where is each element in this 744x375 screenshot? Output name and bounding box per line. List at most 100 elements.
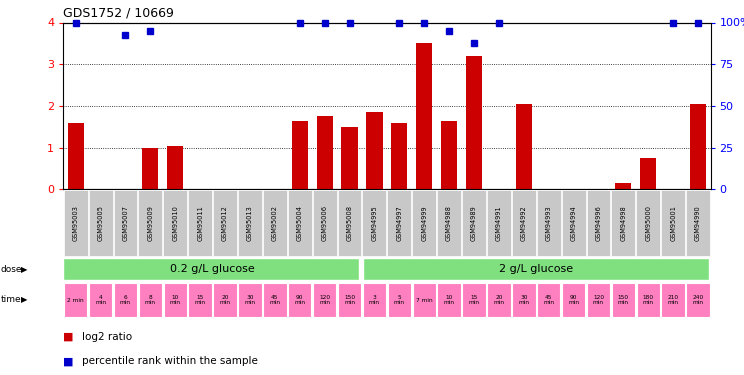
FancyBboxPatch shape bbox=[586, 190, 610, 256]
Text: GSM94988: GSM94988 bbox=[446, 205, 452, 241]
Text: GSM95010: GSM95010 bbox=[173, 205, 179, 241]
Text: 30
min: 30 min bbox=[245, 295, 255, 305]
Text: GSM95008: GSM95008 bbox=[347, 205, 353, 241]
Text: 2 min: 2 min bbox=[68, 297, 84, 303]
Text: 20
min: 20 min bbox=[219, 295, 231, 305]
Text: 4
min: 4 min bbox=[95, 295, 106, 305]
Bar bbox=[441, 120, 458, 189]
Text: GSM95001: GSM95001 bbox=[670, 205, 676, 241]
Text: GSM95004: GSM95004 bbox=[297, 205, 303, 241]
FancyBboxPatch shape bbox=[213, 190, 237, 256]
Text: 15
min: 15 min bbox=[195, 295, 205, 305]
Bar bbox=[292, 120, 308, 189]
Bar bbox=[366, 112, 382, 189]
FancyBboxPatch shape bbox=[362, 190, 386, 256]
Text: percentile rank within the sample: percentile rank within the sample bbox=[82, 357, 257, 366]
FancyBboxPatch shape bbox=[338, 283, 362, 317]
FancyBboxPatch shape bbox=[686, 190, 710, 256]
Text: 10
min: 10 min bbox=[443, 295, 455, 305]
FancyBboxPatch shape bbox=[263, 283, 286, 317]
Text: 150
min: 150 min bbox=[344, 295, 355, 305]
FancyBboxPatch shape bbox=[462, 190, 486, 256]
Text: ▶: ▶ bbox=[21, 296, 28, 304]
Text: dose: dose bbox=[1, 265, 22, 274]
FancyBboxPatch shape bbox=[138, 190, 162, 256]
FancyBboxPatch shape bbox=[64, 190, 88, 256]
Text: GSM94998: GSM94998 bbox=[620, 205, 626, 241]
Text: 150
min: 150 min bbox=[618, 295, 629, 305]
FancyBboxPatch shape bbox=[437, 190, 461, 256]
Text: 180
min: 180 min bbox=[643, 295, 654, 305]
Text: 5
min: 5 min bbox=[394, 295, 405, 305]
Text: ▶: ▶ bbox=[21, 265, 28, 274]
Text: 7 min: 7 min bbox=[416, 297, 432, 303]
FancyBboxPatch shape bbox=[363, 258, 709, 280]
Text: GSM95011: GSM95011 bbox=[197, 205, 203, 241]
FancyBboxPatch shape bbox=[64, 283, 87, 317]
FancyBboxPatch shape bbox=[114, 190, 138, 256]
Text: 90
min: 90 min bbox=[294, 295, 305, 305]
Text: GSM95002: GSM95002 bbox=[272, 205, 278, 241]
FancyBboxPatch shape bbox=[138, 283, 162, 317]
FancyBboxPatch shape bbox=[437, 283, 461, 317]
Text: 45
min: 45 min bbox=[543, 295, 554, 305]
Text: GSM94999: GSM94999 bbox=[421, 206, 427, 241]
Text: 10
min: 10 min bbox=[170, 295, 181, 305]
FancyBboxPatch shape bbox=[114, 283, 137, 317]
FancyBboxPatch shape bbox=[536, 190, 561, 256]
Text: GSM94992: GSM94992 bbox=[521, 205, 527, 241]
FancyBboxPatch shape bbox=[164, 283, 187, 317]
Text: ■: ■ bbox=[63, 357, 74, 366]
Bar bbox=[615, 183, 632, 189]
FancyBboxPatch shape bbox=[512, 283, 536, 317]
Bar bbox=[391, 123, 408, 189]
FancyBboxPatch shape bbox=[587, 283, 610, 317]
FancyBboxPatch shape bbox=[562, 283, 586, 317]
Text: GSM94997: GSM94997 bbox=[397, 205, 403, 241]
Text: 45
min: 45 min bbox=[269, 295, 280, 305]
Text: GDS1752 / 10669: GDS1752 / 10669 bbox=[63, 7, 174, 20]
FancyBboxPatch shape bbox=[214, 283, 237, 317]
Text: GSM95005: GSM95005 bbox=[97, 205, 103, 241]
FancyBboxPatch shape bbox=[288, 190, 312, 256]
FancyBboxPatch shape bbox=[312, 190, 336, 256]
Text: GSM95006: GSM95006 bbox=[321, 205, 327, 241]
Bar bbox=[516, 104, 532, 189]
Text: GSM94991: GSM94991 bbox=[496, 206, 502, 241]
Bar bbox=[68, 123, 84, 189]
FancyBboxPatch shape bbox=[412, 283, 436, 317]
Text: GSM94990: GSM94990 bbox=[695, 205, 701, 241]
FancyBboxPatch shape bbox=[89, 283, 112, 317]
Text: log2 ratio: log2 ratio bbox=[82, 332, 132, 342]
FancyBboxPatch shape bbox=[537, 283, 560, 317]
FancyBboxPatch shape bbox=[412, 190, 436, 256]
Bar bbox=[640, 158, 656, 189]
Text: 240
min: 240 min bbox=[693, 295, 704, 305]
FancyBboxPatch shape bbox=[661, 283, 685, 317]
Text: 30
min: 30 min bbox=[519, 295, 529, 305]
FancyBboxPatch shape bbox=[487, 190, 511, 256]
Bar bbox=[316, 116, 333, 189]
Text: GSM94995: GSM94995 bbox=[371, 205, 377, 241]
FancyBboxPatch shape bbox=[661, 190, 685, 256]
Text: time: time bbox=[1, 296, 22, 304]
FancyBboxPatch shape bbox=[487, 283, 510, 317]
Text: 15
min: 15 min bbox=[469, 295, 480, 305]
Text: GSM94993: GSM94993 bbox=[545, 206, 552, 241]
Text: GSM94989: GSM94989 bbox=[471, 205, 477, 241]
FancyBboxPatch shape bbox=[63, 258, 359, 280]
Bar bbox=[341, 127, 358, 189]
FancyBboxPatch shape bbox=[612, 190, 635, 256]
Text: GSM94996: GSM94996 bbox=[595, 205, 601, 241]
FancyBboxPatch shape bbox=[687, 283, 710, 317]
FancyBboxPatch shape bbox=[338, 190, 362, 256]
FancyBboxPatch shape bbox=[636, 190, 660, 256]
Text: 120
min: 120 min bbox=[319, 295, 330, 305]
Text: 6
min: 6 min bbox=[120, 295, 131, 305]
FancyBboxPatch shape bbox=[238, 283, 262, 317]
FancyBboxPatch shape bbox=[288, 283, 312, 317]
FancyBboxPatch shape bbox=[313, 283, 336, 317]
Text: GSM95009: GSM95009 bbox=[147, 205, 153, 241]
FancyBboxPatch shape bbox=[512, 190, 536, 256]
Bar bbox=[416, 44, 432, 189]
